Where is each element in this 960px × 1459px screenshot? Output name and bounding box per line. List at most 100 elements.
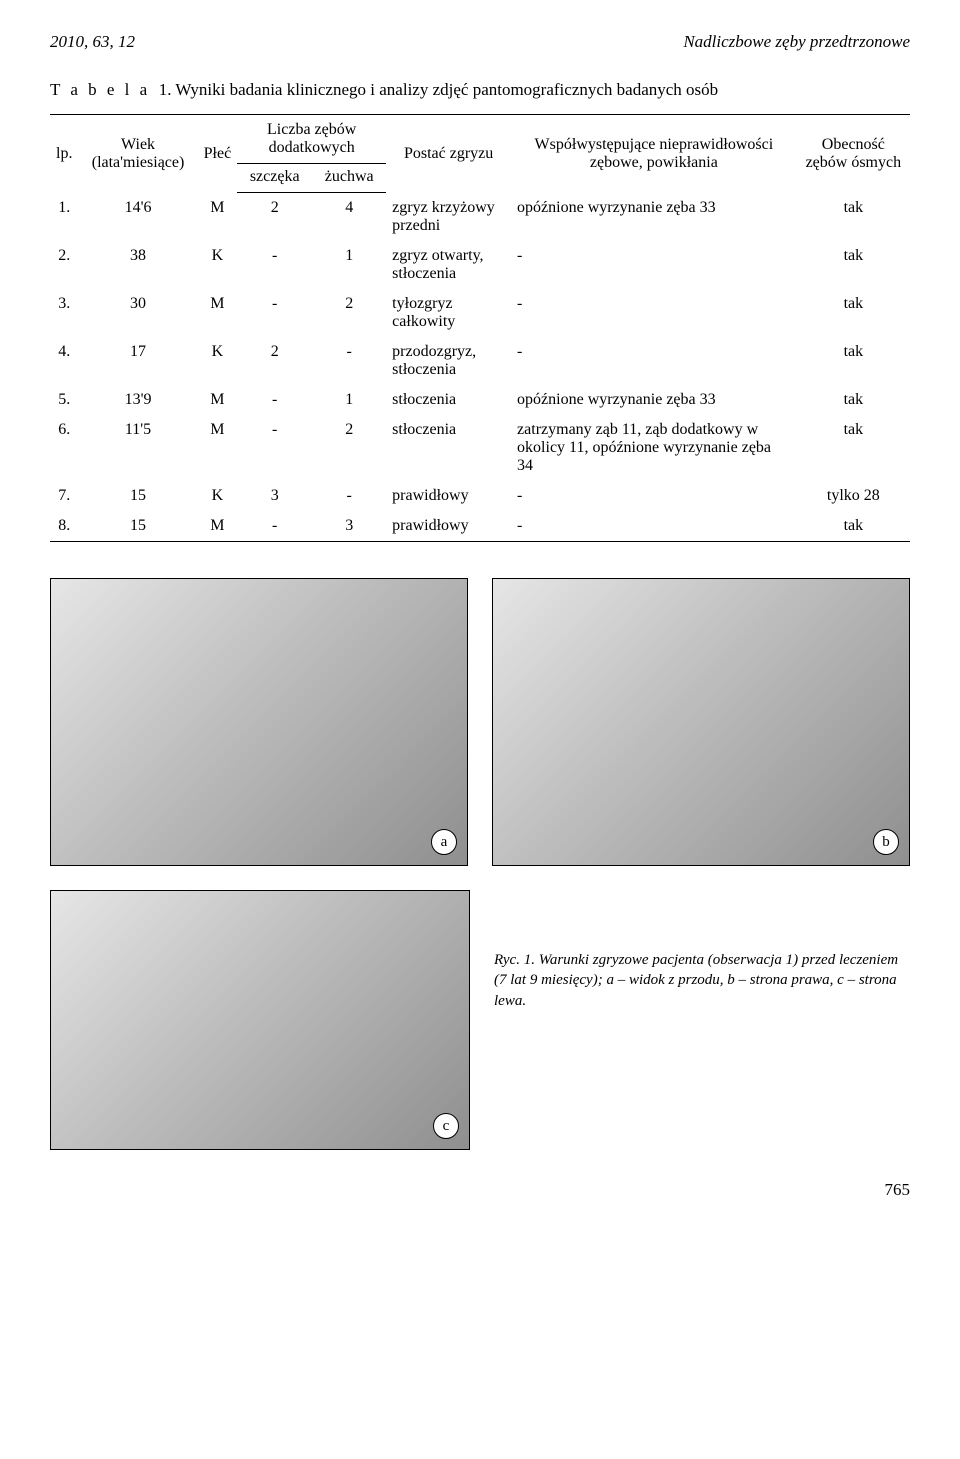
cell-postac: prawidłowy xyxy=(386,481,511,511)
cell-obec: tak xyxy=(797,241,910,289)
cell-wspol: - xyxy=(511,337,797,385)
th-liczba: Liczba zębów dodatkowych xyxy=(237,115,386,164)
page-header: 2010, 63, 12 Nadliczbowe zęby przedtrzon… xyxy=(50,32,910,52)
cell-wiek: 30 xyxy=(78,289,197,337)
caption-num: 1. xyxy=(159,80,172,99)
table-row: 7.15K3-prawidłowy-tylko 28 xyxy=(50,481,910,511)
cell-wspol: zatrzymany ząb 11, ząb dodatkowy w okoli… xyxy=(511,415,797,481)
cell-zu: 2 xyxy=(312,415,386,481)
table-row: 2.38K-1zgryz otwarty, stłoczenia-tak xyxy=(50,241,910,289)
cell-obec: tylko 28 xyxy=(797,481,910,511)
table-body: 1.14'6M24zgryz krzyżowy przedniopóźnione… xyxy=(50,193,910,542)
table-row: 1.14'6M24zgryz krzyżowy przedniopóźnione… xyxy=(50,193,910,241)
cell-wspol: - xyxy=(511,511,797,542)
cell-lp: 6. xyxy=(50,415,78,481)
header-left: 2010, 63, 12 xyxy=(50,32,135,52)
th-obecnosc: Obecność zębów ósmych xyxy=(797,115,910,193)
cell-obec: tak xyxy=(797,193,910,241)
figure-label-c: c xyxy=(433,1113,459,1139)
cell-obec: tak xyxy=(797,289,910,337)
cell-plec: M xyxy=(198,385,238,415)
cell-postac: tyłozgryz całkowity xyxy=(386,289,511,337)
cell-postac: zgryz otwarty, stłoczenia xyxy=(386,241,511,289)
cell-obec: tak xyxy=(797,415,910,481)
cell-sz: 2 xyxy=(237,193,312,241)
cell-sz: - xyxy=(237,385,312,415)
cell-zu: 2 xyxy=(312,289,386,337)
figure-caption: Ryc. 1. Warunki zgryzowe pacjenta (obser… xyxy=(494,890,910,1011)
cell-zu: 1 xyxy=(312,385,386,415)
cell-sz: 2 xyxy=(237,337,312,385)
cell-postac: stłoczenia xyxy=(386,385,511,415)
cell-sz: - xyxy=(237,511,312,542)
cell-plec: K xyxy=(198,481,238,511)
cell-wiek: 38 xyxy=(78,241,197,289)
cell-plec: M xyxy=(198,289,238,337)
table-caption: T a b e l a 1. Wyniki badania kliniczneg… xyxy=(50,80,910,100)
cell-zu: - xyxy=(312,337,386,385)
cell-obec: tak xyxy=(797,385,910,415)
table-row: 4.17K2-przodozgryz, stłoczenia-tak xyxy=(50,337,910,385)
table-row: 8.15M-3prawidłowy-tak xyxy=(50,511,910,542)
cell-sz: - xyxy=(237,289,312,337)
cell-zu: - xyxy=(312,481,386,511)
cell-plec: K xyxy=(198,241,238,289)
figure-row-1: a b xyxy=(50,578,910,867)
cell-wspol: - xyxy=(511,241,797,289)
cell-wiek: 15 xyxy=(78,481,197,511)
cell-postac: przodozgryz, stłoczenia xyxy=(386,337,511,385)
cell-sz: - xyxy=(237,415,312,481)
th-lp: lp. xyxy=(50,115,78,193)
th-szczeka: szczęka xyxy=(237,164,312,193)
cell-obec: tak xyxy=(797,337,910,385)
figure-row-2: c Ryc. 1. Warunki zgryzowe pacjenta (obs… xyxy=(50,890,910,1150)
cell-wiek: 13'9 xyxy=(78,385,197,415)
figure-b: b xyxy=(492,578,910,867)
cell-lp: 8. xyxy=(50,511,78,542)
cell-postac: stłoczenia xyxy=(386,415,511,481)
cell-plec: K xyxy=(198,337,238,385)
figure-c: c xyxy=(50,890,470,1150)
cell-postac: prawidłowy xyxy=(386,511,511,542)
table-row: 5.13'9M-1stłoczeniaopóźnione wyrzynanie … xyxy=(50,385,910,415)
page-number: 765 xyxy=(50,1180,910,1200)
cell-plec: M xyxy=(198,511,238,542)
th-wiek: Wiek (lata'miesiące) xyxy=(78,115,197,193)
cell-lp: 7. xyxy=(50,481,78,511)
cell-lp: 5. xyxy=(50,385,78,415)
cell-wiek: 17 xyxy=(78,337,197,385)
cell-sz: - xyxy=(237,241,312,289)
th-wspol: Współwystępujące nieprawidłowości zębowe… xyxy=(511,115,797,193)
table-row: 3.30M-2tyłozgryz całkowity-tak xyxy=(50,289,910,337)
figure-label-b: b xyxy=(873,829,899,855)
cell-wspol: - xyxy=(511,289,797,337)
header-right: Nadliczbowe zęby przedtrzonowe xyxy=(683,32,910,52)
cell-wiek: 14'6 xyxy=(78,193,197,241)
cell-plec: M xyxy=(198,193,238,241)
caption-text: Wyniki badania klinicznego i analizy zdj… xyxy=(175,80,718,99)
cell-lp: 4. xyxy=(50,337,78,385)
cell-lp: 1. xyxy=(50,193,78,241)
cell-zu: 1 xyxy=(312,241,386,289)
cell-zu: 4 xyxy=(312,193,386,241)
cell-wiek: 15 xyxy=(78,511,197,542)
cell-postac: zgryz krzyżowy przedni xyxy=(386,193,511,241)
data-table: lp. Wiek (lata'miesiące) Płeć Liczba zęb… xyxy=(50,114,910,542)
cell-lp: 3. xyxy=(50,289,78,337)
cell-wspol: opóźnione wyrzynanie zęba 33 xyxy=(511,385,797,415)
cell-obec: tak xyxy=(797,511,910,542)
th-zuchwa: żuchwa xyxy=(312,164,386,193)
table-row: 6.11'5M-2stłoczeniazatrzymany ząb 11, zą… xyxy=(50,415,910,481)
cell-sz: 3 xyxy=(237,481,312,511)
cell-zu: 3 xyxy=(312,511,386,542)
caption-label: T a b e l a xyxy=(50,80,150,99)
th-plec: Płeć xyxy=(198,115,238,193)
cell-wiek: 11'5 xyxy=(78,415,197,481)
th-postac: Postać zgryzu xyxy=(386,115,511,193)
cell-lp: 2. xyxy=(50,241,78,289)
figure-a: a xyxy=(50,578,468,867)
cell-wspol: opóźnione wyrzynanie zęba 33 xyxy=(511,193,797,241)
figure-label-a: a xyxy=(431,829,457,855)
cell-plec: M xyxy=(198,415,238,481)
cell-wspol: - xyxy=(511,481,797,511)
